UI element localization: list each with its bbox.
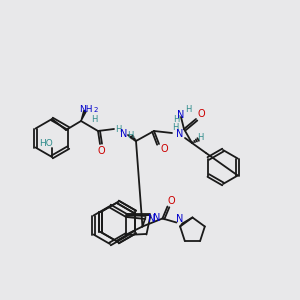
Text: N: N xyxy=(176,129,184,139)
Text: 2: 2 xyxy=(94,107,98,113)
Text: H: H xyxy=(173,116,179,124)
Text: O: O xyxy=(197,109,205,119)
Text: H: H xyxy=(197,134,203,142)
Text: O: O xyxy=(168,196,175,206)
Text: O: O xyxy=(160,144,168,154)
Text: N: N xyxy=(120,129,128,139)
Text: NH: NH xyxy=(79,106,93,115)
Text: H: H xyxy=(185,106,191,115)
Text: HO: HO xyxy=(39,139,53,148)
Text: H: H xyxy=(91,116,97,124)
Text: N: N xyxy=(153,214,160,224)
Text: H: H xyxy=(115,125,121,134)
Text: H: H xyxy=(172,124,178,133)
Polygon shape xyxy=(81,110,86,121)
Text: N: N xyxy=(148,214,155,224)
Text: N: N xyxy=(177,110,185,120)
Text: H: H xyxy=(127,130,133,140)
Text: O: O xyxy=(97,146,105,156)
Text: N: N xyxy=(176,214,183,224)
